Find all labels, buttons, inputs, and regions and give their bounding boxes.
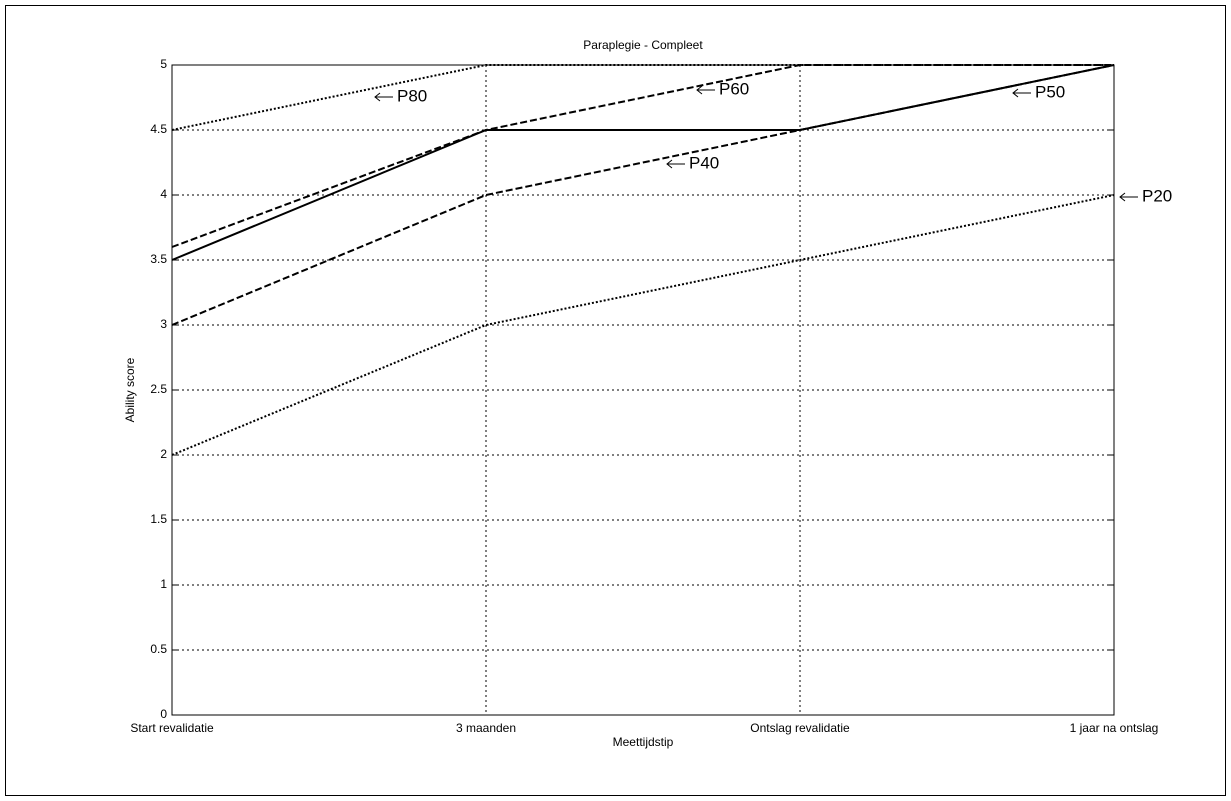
annotation-arrowhead [1012,88,1019,98]
y-axis-label: Ability score [123,357,137,422]
y-tick-label: 2.5 [150,382,167,396]
annotation-label: P60 [719,79,749,98]
annotation-label: P80 [397,86,427,105]
y-tick-label: 2 [160,447,167,461]
annotation-label: P20 [1142,186,1172,205]
annotation-arrowhead [666,159,673,169]
y-tick-label: 3 [160,317,167,331]
y-tick-label: 5 [160,57,167,71]
series-annotation: P20 [1119,186,1172,205]
x-tick-label: Start revalidatie [130,721,214,735]
x-tick-label: 1 jaar na ontslag [1070,721,1159,735]
annotation-arrowhead [696,85,703,95]
series-annotation: P40 [666,153,719,172]
y-tick-label: 0.5 [150,642,167,656]
series-annotation: P60 [696,79,749,98]
series-line [171,194,1115,456]
x-tick-label: Ontslag revalidatie [750,721,850,735]
series-line [171,64,1114,131]
annotation-label: P40 [689,153,719,172]
y-tick-label: 4 [160,187,167,201]
x-axis-label: Meettijdstip [613,735,674,749]
y-tick-label: 0 [160,707,167,721]
annotation-arrowhead [374,92,381,102]
annotation-label: P50 [1035,82,1065,101]
annotation-arrowhead [1119,192,1126,202]
series-line [171,64,1115,326]
y-tick-label: 3.5 [150,252,167,266]
series-line [171,64,1114,248]
series-annotation: P50 [1012,82,1065,101]
series-annotation: P80 [374,86,427,105]
chart-title: Paraplegie - Compleet [583,38,703,52]
x-tick-label: 3 maanden [456,721,516,735]
y-tick-label: 4.5 [150,122,167,136]
y-tick-label: 1 [160,577,167,591]
y-tick-label: 1.5 [150,512,167,526]
